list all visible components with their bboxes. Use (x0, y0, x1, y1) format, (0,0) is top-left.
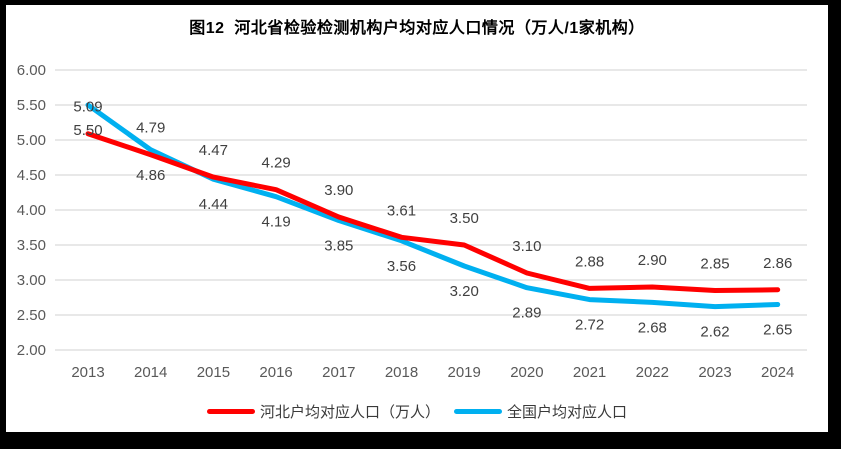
hebei-series-line (85, 131, 781, 293)
x-axis-tick-label: 2019 (448, 364, 481, 381)
national-series-line (85, 102, 781, 310)
hebei-data-label: 3.10 (512, 238, 541, 255)
legend-label-national: 全国户均对应人口 (507, 404, 628, 421)
hebei-data-label: 3.61 (387, 202, 416, 219)
hebei-data-label: 2.86 (763, 255, 792, 272)
hebei-data-label: 5.09 (73, 99, 102, 116)
national-data-label: 4.86 (136, 167, 165, 184)
national-series-color-swatch-icon (454, 409, 502, 414)
legend-item-hebei: 河北户均对应人口（万人） (206, 401, 440, 422)
line-chart-plot: 6.00 5.50 5.00 4.50 4.00 3.50 3.00 2.50 2.00 2013… (17, 62, 807, 381)
national-data-label: 3.20 (450, 283, 479, 300)
hebei-data-label: 4.47 (199, 142, 228, 159)
national-data-label: 3.85 (324, 238, 353, 255)
y-axis-tick-label: 2.50 (17, 307, 46, 324)
y-axis-tick-label: 2.00 (17, 342, 46, 359)
national-data-label: 2.65 (763, 322, 792, 339)
x-axis-tick-label: 2016 (259, 364, 292, 381)
chart-legend: 河北户均对应人口（万人） 全国户均对应人口 (6, 401, 828, 422)
national-data-label: 2.72 (575, 317, 604, 334)
x-axis-tick-label: 2014 (134, 364, 167, 381)
national-data-label: 5.50 (73, 122, 102, 139)
hebei-data-label: 3.50 (450, 210, 479, 227)
legend-item-national: 全国户均对应人口 (454, 401, 627, 422)
x-axis-tick-label: 2020 (510, 364, 543, 381)
x-axis-tick-label: 2022 (636, 364, 669, 381)
national-data-label: 2.68 (638, 319, 667, 336)
x-axis-tick-label: 2013 (71, 364, 104, 381)
hebei-data-label: 3.90 (324, 182, 353, 199)
x-axis-tick-label: 2024 (761, 364, 794, 381)
x-axis-tick-label: 2017 (322, 364, 355, 381)
x-axis-tick-label: 2023 (698, 364, 731, 381)
x-axis-tick-label: 2015 (197, 364, 230, 381)
y-axis-tick-label: 6.00 (17, 62, 46, 79)
chart-title: 图12 河北省检验检测机构户均对应人口情况（万人/1家机构） (189, 20, 645, 37)
y-axis-tick-label: 3.00 (17, 272, 46, 289)
national-data-label: 3.56 (387, 258, 416, 275)
chart-canvas: 图12 河北省检验检测机构户均对应人口情况（万人/1家机构） 6.00 5.50 5… (6, 5, 828, 432)
x-axis-tick-label: 2018 (385, 364, 418, 381)
hebei-data-label: 2.90 (638, 252, 667, 269)
hebei-data-label: 4.79 (136, 120, 165, 137)
national-data-label: 4.19 (261, 214, 290, 231)
y-axis-tick-label: 5.50 (17, 97, 46, 114)
hebei-data-label: 2.88 (575, 253, 604, 270)
legend-label-hebei: 河北户均对应人口（万人） (259, 404, 440, 421)
national-data-label: 4.44 (199, 196, 228, 213)
national-data-label: 2.62 (700, 324, 729, 341)
hebei-data-label: 4.29 (261, 155, 290, 172)
y-axis-tick-label: 4.00 (17, 202, 46, 219)
y-axis-tick-label: 5.00 (17, 132, 46, 149)
national-data-label: 2.89 (512, 305, 541, 322)
hebei-series-color-swatch-icon (206, 409, 255, 414)
x-axis-tick-label: 2021 (573, 364, 606, 381)
hebei-data-label: 2.85 (700, 256, 729, 273)
y-axis-tick-label: 3.50 (17, 237, 46, 254)
y-axis-tick-label: 4.50 (17, 167, 46, 184)
